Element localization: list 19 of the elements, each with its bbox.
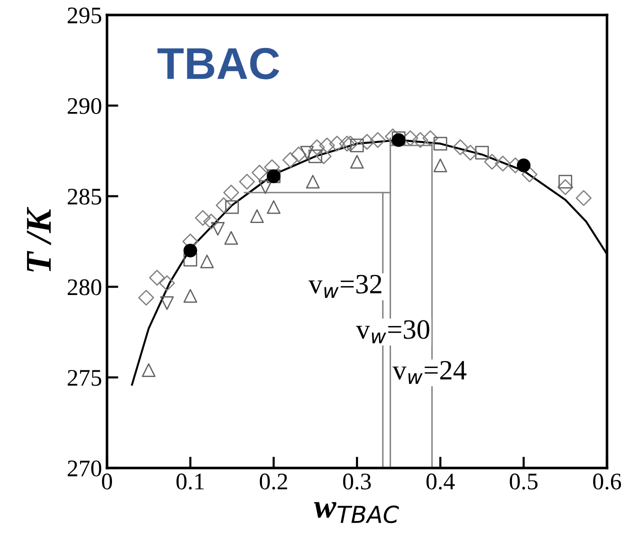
text: TBAC [158, 48, 280, 80]
y-tick-label: 290 [68, 98, 102, 114]
annotation: v$_{w}$=32 [308, 274, 382, 298]
x-axis-title: w$_{TBAC}$ [314, 502, 399, 524]
x-tick-label: 0.1 [176, 474, 204, 490]
x-tick-label: 0.4 [426, 474, 455, 490]
annotation: v$_{w}$=24 [392, 360, 466, 384]
y-tick-label: 275 [68, 370, 102, 386]
x-tick-label: 0.2 [260, 474, 288, 490]
y-tick-label: 280 [68, 279, 102, 296]
y-tick-label: 270 [68, 460, 102, 476]
x-tick-label: 0 [102, 474, 112, 490]
annotation: v$_{w}$=30 [356, 320, 430, 344]
y-axis-title: T /K [26, 206, 52, 272]
y-tick-label: 295 [68, 8, 102, 24]
x-tick-label: 0.3 [343, 474, 371, 490]
x-tick-label: 0.6 [593, 474, 622, 490]
x-tick-label: 0.5 [510, 474, 538, 490]
y-tick-label: 285 [68, 188, 102, 205]
